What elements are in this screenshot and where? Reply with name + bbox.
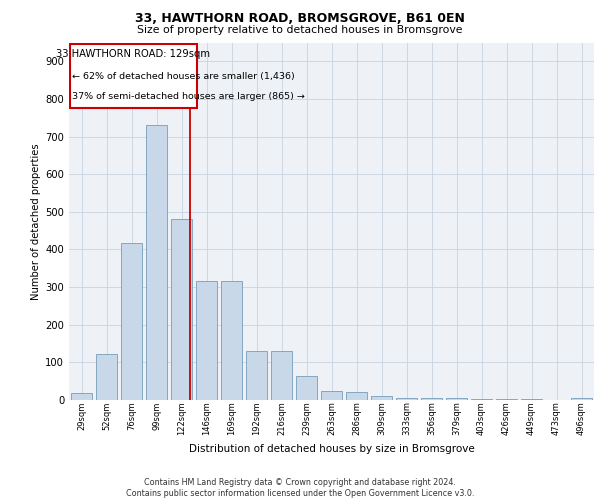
Bar	[371, 396, 392, 400]
Bar	[496, 399, 517, 400]
Bar	[146, 124, 167, 400]
Bar	[121, 242, 142, 400]
Bar	[396, 398, 417, 400]
Bar	[296, 376, 317, 400]
Bar	[321, 390, 342, 400]
Bar	[471, 399, 492, 400]
Bar	[70, 44, 197, 108]
Bar	[71, 393, 92, 400]
Bar	[246, 351, 267, 400]
Text: 37% of semi-detached houses are larger (865) →: 37% of semi-detached houses are larger (…	[72, 92, 305, 102]
Bar	[421, 398, 442, 400]
Bar	[346, 392, 367, 400]
Bar	[521, 399, 542, 400]
Bar	[221, 280, 242, 400]
Bar	[171, 220, 192, 400]
Text: ← 62% of detached houses are smaller (1,436): ← 62% of detached houses are smaller (1,…	[72, 72, 295, 81]
Bar	[446, 398, 467, 400]
Bar	[271, 351, 292, 400]
X-axis label: Distribution of detached houses by size in Bromsgrove: Distribution of detached houses by size …	[188, 444, 475, 454]
Bar	[196, 282, 217, 400]
Y-axis label: Number of detached properties: Number of detached properties	[31, 143, 41, 300]
Text: 33 HAWTHORN ROAD: 129sqm: 33 HAWTHORN ROAD: 129sqm	[56, 49, 211, 59]
Text: Size of property relative to detached houses in Bromsgrove: Size of property relative to detached ho…	[137, 25, 463, 35]
Text: Contains HM Land Registry data © Crown copyright and database right 2024.
Contai: Contains HM Land Registry data © Crown c…	[126, 478, 474, 498]
Bar	[571, 398, 592, 400]
Bar	[96, 354, 117, 400]
Text: 33, HAWTHORN ROAD, BROMSGROVE, B61 0EN: 33, HAWTHORN ROAD, BROMSGROVE, B61 0EN	[135, 12, 465, 26]
